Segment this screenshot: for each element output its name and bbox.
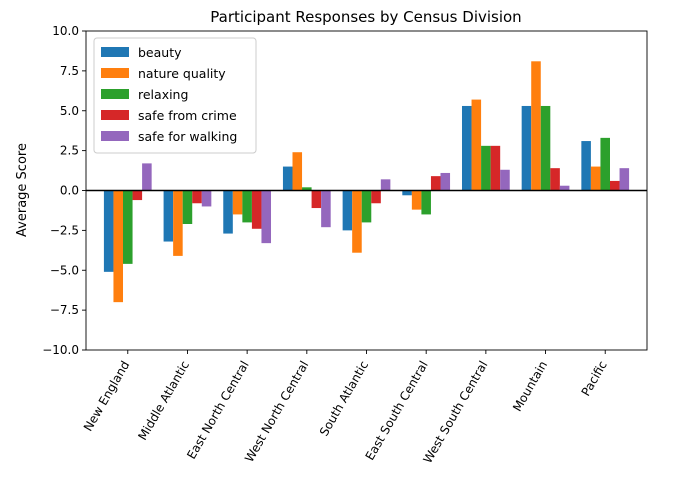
bar-nature-quality-5	[411, 190, 422, 210]
bar-safe-from-crime-0	[132, 190, 143, 201]
x-tick-label: East North Central	[184, 359, 252, 462]
bar-safe-from-crime-7	[550, 168, 560, 191]
bar-beauty-0	[103, 190, 114, 272]
bar-safe-for-walking-7	[559, 185, 570, 191]
bar-safe-from-crime-6	[490, 145, 501, 191]
bar-safe-from-crime-8	[609, 180, 620, 191]
legend-label: safe for walking	[138, 129, 237, 144]
bar-nature-quality-8	[590, 166, 601, 191]
legend: beauty nature quality relaxing safe from cr…	[93, 37, 257, 154]
x-tick-label: Mountain	[510, 359, 550, 414]
y-tick-label: 7.5	[60, 64, 79, 78]
bar-beauty-2	[223, 190, 233, 234]
bar-safe-for-walking-5	[440, 172, 451, 191]
bar-beauty-3	[282, 166, 293, 191]
bar-relaxing-1	[182, 190, 193, 224]
y-tick-label: 0.0	[60, 184, 79, 198]
bar-nature-quality-1	[173, 190, 183, 256]
bar-nature-quality-0	[113, 190, 124, 303]
bar-beauty-4	[342, 190, 353, 231]
legend-label: relaxing	[138, 87, 188, 102]
bar-relaxing-3	[302, 187, 312, 191]
bar-nature-quality-7	[531, 61, 541, 191]
x-tick-label: West North Central	[242, 359, 311, 465]
legend-label: beauty	[138, 45, 182, 60]
bar-relaxing-7	[540, 105, 551, 191]
bar-relaxing-2	[242, 190, 252, 223]
legend-box	[93, 37, 257, 154]
bar-relaxing-5	[421, 190, 431, 215]
bar-beauty-1	[163, 190, 174, 242]
bar-safe-from-crime-3	[311, 190, 322, 209]
legend-swatch	[101, 68, 129, 78]
bar-beauty-6	[461, 105, 472, 191]
bar-relaxing-4	[361, 190, 372, 223]
bar-nature-quality-4	[352, 190, 362, 253]
x-tick-label: Pacific	[579, 359, 610, 399]
legend-swatch	[101, 131, 129, 141]
bar-safe-for-walking-6	[500, 169, 510, 191]
x-tick-label: West South Central	[420, 359, 490, 466]
legend-swatch	[101, 47, 129, 57]
bar-beauty-8	[581, 141, 591, 191]
bar-relaxing-0	[123, 190, 133, 264]
x-tick-label: Middle Atlantic	[135, 359, 192, 443]
bar-safe-from-crime-1	[192, 190, 202, 204]
bar-safe-for-walking-2	[261, 190, 272, 244]
bar-relaxing-8	[600, 137, 610, 191]
bar-safe-for-walking-0	[142, 163, 152, 191]
legend-label: safe from crime	[138, 108, 237, 123]
y-tick-label: 5.0	[60, 104, 79, 118]
legend-label: nature quality	[138, 66, 226, 81]
y-tick-label: −10.0	[42, 343, 79, 357]
x-tick-label: New England	[81, 359, 132, 434]
chart-title: Participant Responses by Census Division	[210, 8, 521, 26]
y-tick-label: 2.5	[60, 144, 79, 158]
y-tick-label: −2.5	[50, 223, 79, 237]
bar-safe-from-crime-4	[371, 190, 381, 204]
bar-beauty-7	[521, 105, 532, 191]
bar-safe-for-walking-4	[380, 179, 391, 191]
bar-safe-for-walking-1	[201, 190, 212, 207]
bar-relaxing-6	[481, 145, 491, 191]
y-tick-label: −7.5	[50, 303, 79, 317]
legend-swatch	[101, 110, 129, 120]
bars-layer	[103, 61, 630, 303]
x-tick-label: East South Central	[363, 359, 431, 463]
y-tick-label: 10.0	[52, 24, 79, 38]
bar-nature-quality-3	[292, 152, 303, 191]
legend-swatch	[101, 89, 129, 99]
bar-beauty-5	[402, 190, 412, 196]
bar-safe-for-walking-8	[619, 168, 630, 191]
bar-safe-from-crime-5	[430, 176, 441, 191]
x-tick-label: South Atlantic	[317, 359, 371, 439]
bar-nature-quality-6	[471, 99, 482, 191]
bar-safe-from-crime-2	[251, 190, 262, 229]
bar-safe-for-walking-3	[321, 190, 331, 228]
y-tick-label: −5.0	[50, 263, 79, 277]
y-axis-label: Average Score	[15, 143, 30, 237]
bar-nature-quality-2	[232, 190, 243, 215]
